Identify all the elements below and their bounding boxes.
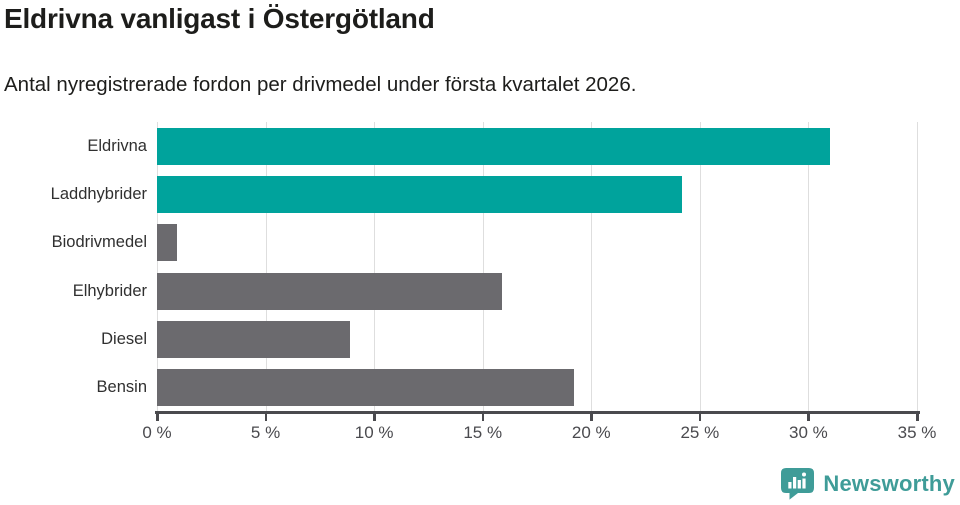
gridline-5 (265, 122, 267, 412)
x-axis-tick-labels: 0 % 5 % 10 % 15 % 20 % 25 % 30 % 35 % (142, 423, 936, 445)
brand-footer: Newsworthy (781, 467, 955, 501)
category-label-diesel: Diesel (101, 329, 147, 348)
chart-title: Eldrivna vanligast i Östergötland (4, 3, 435, 34)
bar-biodrivmedel (157, 224, 177, 262)
category-label-laddhybrider: Laddhybrider (50, 184, 147, 203)
x-tick-label-5: 5 % (250, 423, 281, 442)
x-tick-label-25: 25 % (680, 423, 720, 442)
chart-subtitle: Antal nyregistrerade fordon per drivmede… (4, 73, 637, 96)
category-label-eldrivna: Eldrivna (87, 136, 147, 155)
x-tick-10 (373, 414, 376, 421)
gridline-0 (157, 122, 158, 412)
x-tick-label-30: 30 % (789, 423, 828, 442)
x-tick-label-0: 0 % (142, 423, 172, 442)
bar-diesel (157, 321, 351, 358)
gridline-25 (699, 122, 701, 412)
gridline-15 (482, 122, 484, 412)
plot-area (157, 122, 918, 412)
y-axis-category-labels: Eldrivna Laddhybrider Biodrivmedel Elhybrid… (0, 122, 147, 412)
x-tick-label-10: 10 % (354, 423, 394, 442)
x-tick-5 (264, 414, 268, 421)
x-tick-25 (698, 414, 702, 421)
gridline-20 (591, 122, 593, 412)
gridline-35 (917, 122, 918, 412)
x-tick-30 (807, 414, 810, 421)
x-axis-line (155, 411, 920, 414)
x-tick-label-35: 35 % (897, 423, 937, 442)
bar-bensin (157, 369, 574, 407)
x-axis (155, 411, 920, 421)
x-tick-35 (916, 414, 919, 421)
category-label-elhybrider: Elhybrider (72, 281, 147, 300)
gridline-30 (808, 122, 810, 412)
gridline-10 (374, 122, 376, 412)
brand-name: Newsworthy (823, 471, 955, 496)
category-label-biodrivmedel: Biodrivmedel (51, 233, 147, 252)
bar-laddhybrider (157, 176, 683, 213)
bar-eldrivna (157, 127, 831, 165)
category-label-bensin: Bensin (96, 378, 147, 397)
x-tick-label-15: 15 % (463, 423, 503, 442)
bar-elhybrider (157, 272, 503, 310)
x-tick-20 (590, 414, 593, 421)
x-tick-0 (156, 414, 159, 421)
x-tick-label-20: 20 % (571, 423, 611, 442)
newsworthy-logo-icon (781, 468, 815, 500)
x-tick-15 (481, 414, 485, 421)
